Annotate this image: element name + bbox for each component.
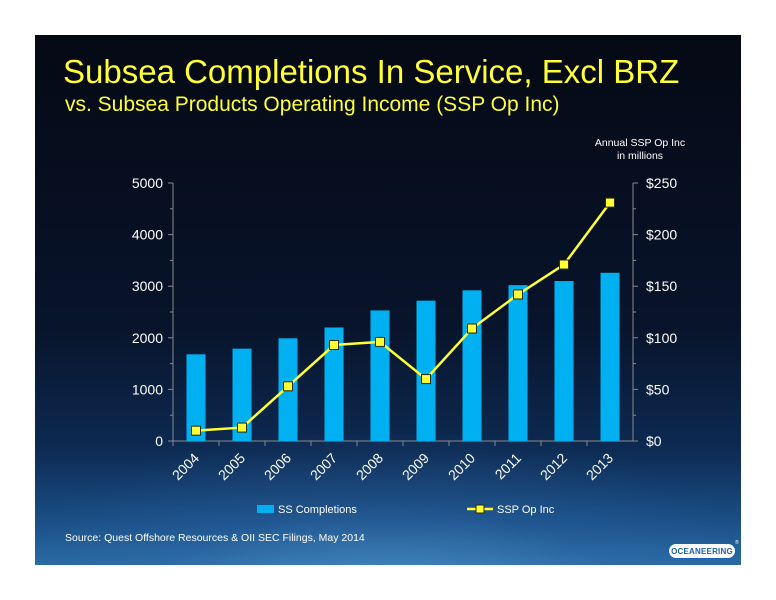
slide-title: Subsea Completions In Service, Excl BRZ — [63, 53, 680, 90]
bar-ss-completions — [462, 290, 482, 441]
legend-label-ssp-op-inc: SSP Op Inc — [497, 504, 555, 516]
bar-ss-completions — [186, 354, 206, 441]
left-axis-tick-label: 2000 — [132, 330, 163, 346]
x-axis-tick-label: 2010 — [445, 450, 478, 483]
point-ssp-op-inc — [191, 425, 201, 436]
point-ssp-op-inc — [559, 259, 569, 270]
left-axis-tick-label: 5000 — [132, 175, 163, 191]
left-axis-tick-label: 0 — [155, 433, 163, 449]
x-axis-tick-label: 2012 — [537, 450, 570, 483]
right-axis-tick-label: $0 — [646, 433, 662, 449]
right-axis-tick-label: $50 — [646, 381, 670, 397]
bar-ss-completions — [600, 272, 620, 441]
point-ssp-op-inc — [375, 336, 385, 347]
left-axis-tick-label: 3000 — [132, 278, 163, 294]
point-ssp-op-inc — [467, 323, 477, 334]
x-axis-tick-label: 2009 — [399, 450, 432, 483]
point-ssp-op-inc — [513, 289, 523, 300]
x-axis-tick-label: 2008 — [353, 450, 386, 483]
point-ssp-op-inc — [329, 340, 339, 351]
oceaneering-logo: OCEANEERING — [668, 543, 736, 559]
legend-label-ss-completions: SS Completions — [278, 504, 357, 516]
right-axis-tick-label: $100 — [646, 330, 677, 346]
bar-ss-completions — [370, 310, 390, 441]
slide-subtitle: vs. Subsea Products Operating Income (SS… — [65, 93, 560, 116]
point-ssp-op-inc — [421, 374, 431, 385]
line-ssp-op-inc — [195, 201, 612, 432]
legend-swatch-ss-completions — [257, 505, 274, 513]
slide-background: Subsea Completions In Service, Excl BRZ … — [35, 35, 741, 565]
right-axis-note: Annual SSP Op Inc in millions — [590, 137, 690, 163]
point-ssp-op-inc — [237, 422, 247, 433]
point-ssp-op-inc — [283, 381, 293, 392]
source-note: Source: Quest Offshore Resources & OII S… — [65, 532, 365, 544]
bar-ss-completions — [324, 327, 344, 441]
ocean-glow — [35, 435, 741, 565]
right-axis-tick-label: $250 — [646, 175, 677, 191]
left-axis-tick-label: 4000 — [132, 227, 163, 243]
left-axis-tick-label: 1000 — [132, 381, 163, 397]
x-axis-tick-label: 2007 — [307, 450, 340, 483]
right-axis-tick-label: $200 — [646, 227, 677, 243]
point-ssp-op-inc — [605, 197, 615, 208]
logo-registered-mark: ® — [735, 540, 739, 546]
bar-ss-completions — [416, 300, 436, 441]
right-axis-note-line2: in millions — [616, 150, 664, 162]
x-axis-tick-label: 2006 — [261, 450, 294, 483]
x-axis-tick-label: 2011 — [492, 450, 525, 483]
x-axis-tick-label: 2013 — [583, 450, 616, 483]
combo-chart: 0 1000 2000 3000 4000 5000 $0 $50 $100 $150 $200 $2… — [132, 175, 678, 516]
legend-marker-ssp-op-inc — [475, 504, 485, 514]
x-axis-tick-label: 2005 — [215, 450, 248, 483]
bar-ss-completions — [554, 281, 574, 441]
x-axis-tick-label: 2004 — [169, 450, 202, 483]
logo-text: OCEANEERING — [671, 546, 733, 556]
right-axis-tick-label: $150 — [646, 278, 677, 294]
bar-ss-completions — [232, 348, 252, 441]
right-axis-note-line1: Annual SSP Op Inc — [594, 137, 686, 149]
bar-ss-completions — [508, 285, 528, 441]
